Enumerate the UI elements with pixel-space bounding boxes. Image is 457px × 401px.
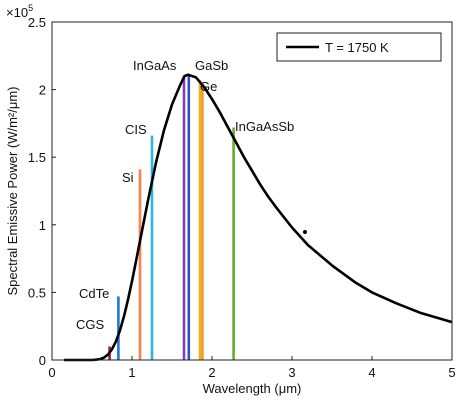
- bandgap-lines-layer: [108, 74, 235, 360]
- bandgap-label: GaSb: [195, 58, 228, 73]
- y-tick-label: 1.5: [28, 150, 46, 165]
- y-tick-label: 2.5: [28, 15, 46, 30]
- y-multiplier: ×105: [6, 3, 33, 20]
- bandgap-label: InGaAs: [133, 58, 177, 73]
- y-tick-label: 1: [39, 218, 46, 233]
- x-tick-label: 1: [128, 365, 135, 380]
- legend: T = 1750 K: [276, 32, 442, 62]
- y-tick-label: 0.5: [28, 285, 46, 300]
- bandgap-labels-layer: CGS CdTe Si CIS InGaAs GaSb Ge InGaAsSb: [76, 58, 294, 332]
- bandgap-label: CdTe: [79, 286, 109, 301]
- bandgap-label: CIS: [125, 122, 147, 137]
- x-tick-label: 4: [368, 365, 375, 380]
- y-axis-title: Spectral Emissive Power (W/m²/μm): [5, 86, 20, 295]
- y-axis-ticks: 0 0.5 1 1.5 2 2.5: [28, 15, 56, 368]
- legend-label: T = 1750 K: [325, 40, 389, 55]
- bandgap-label: Si: [122, 170, 134, 185]
- y-tick-label: 2: [39, 83, 46, 98]
- x-axis-ticks: 0 1 2 3 4 5: [48, 356, 456, 380]
- x-tick-label: 3: [288, 365, 295, 380]
- x-tick-label: 5: [448, 365, 455, 380]
- curve-dot-marker: [303, 230, 307, 234]
- bandgap-label: CGS: [76, 317, 105, 332]
- x-tick-label: 0: [48, 365, 55, 380]
- x-tick-label: 2: [208, 365, 215, 380]
- series-line-t1750: [64, 73, 453, 362]
- plot-frame: [51, 21, 453, 361]
- x-axis-title: Wavelength (μm): [203, 381, 302, 396]
- bandgap-label: Ge: [200, 79, 217, 94]
- bandgap-label: InGaAsSb: [235, 119, 294, 134]
- y-tick-label: 0: [39, 353, 46, 368]
